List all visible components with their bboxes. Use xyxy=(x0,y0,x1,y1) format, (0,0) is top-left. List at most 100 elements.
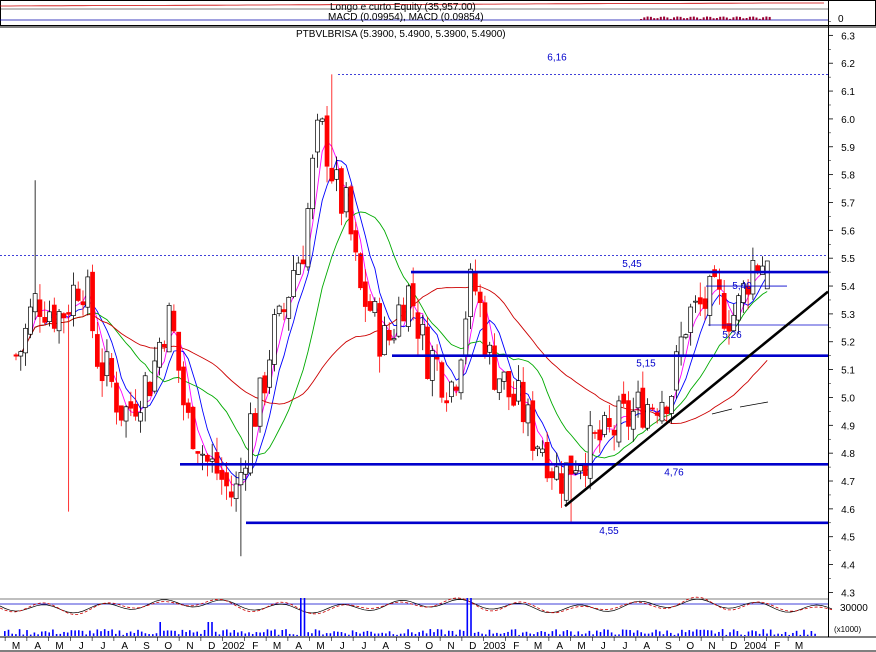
candle-body xyxy=(492,345,497,390)
candle-body xyxy=(429,350,435,381)
candle xyxy=(276,304,282,317)
volume-bar xyxy=(33,632,36,636)
candle xyxy=(506,371,512,411)
volume-bar xyxy=(133,632,136,636)
candle xyxy=(104,339,110,387)
candle xyxy=(702,286,708,321)
level-label: 5,45 xyxy=(622,259,642,270)
volume-bar xyxy=(525,631,528,636)
candle-body xyxy=(32,293,38,313)
candle-body xyxy=(185,402,191,413)
candle-body xyxy=(286,296,292,319)
candle xyxy=(697,282,703,317)
indicator-title: Longo e curto Equity (35,957.00) xyxy=(330,2,476,13)
candle-body xyxy=(94,334,100,367)
candle-body xyxy=(37,299,43,317)
candle-body xyxy=(396,304,402,337)
candle-body xyxy=(219,470,225,480)
volume-bar xyxy=(507,631,509,636)
candle-body xyxy=(669,396,674,414)
candle-body xyxy=(473,272,478,292)
volume-bar xyxy=(85,634,87,636)
candle-body xyxy=(640,387,646,428)
volume-bar xyxy=(806,634,809,636)
candle-body xyxy=(147,381,153,397)
candle xyxy=(563,462,569,504)
candle-body xyxy=(205,454,210,462)
candle-body xyxy=(587,425,593,479)
candle-body xyxy=(736,295,741,321)
x-tick-label: J xyxy=(362,641,367,652)
candle-body xyxy=(248,413,253,474)
volume-bar xyxy=(237,632,239,636)
candle-body xyxy=(190,406,196,450)
candle xyxy=(47,300,52,327)
macd-histogram-bar xyxy=(692,16,695,20)
candle-body xyxy=(717,279,722,290)
candle-body xyxy=(272,314,277,365)
candle xyxy=(439,360,445,403)
candle xyxy=(549,467,555,490)
candle-body xyxy=(353,230,359,253)
candle-body xyxy=(611,429,617,436)
candle-body xyxy=(362,281,368,307)
macd-histogram-bar xyxy=(696,17,699,20)
volume-bar xyxy=(48,632,50,636)
volume-bar xyxy=(792,632,794,636)
volume-bar xyxy=(570,631,572,636)
candle xyxy=(94,322,100,369)
candle xyxy=(396,296,402,338)
volume-bar xyxy=(140,631,143,636)
candle-body xyxy=(157,341,162,368)
volume-bar xyxy=(255,632,258,636)
volume-bar xyxy=(573,634,576,636)
volume-bar xyxy=(259,632,261,636)
x-tick-label: J xyxy=(623,641,628,652)
volume-bar xyxy=(407,629,409,636)
x-tick-label: M xyxy=(273,641,281,652)
candle xyxy=(611,425,617,451)
candle-body xyxy=(348,186,354,235)
volume-multiplier-label: (x1000) xyxy=(834,625,862,634)
candle-body xyxy=(563,462,569,501)
candle-body xyxy=(128,401,134,409)
x-tick-label: M xyxy=(316,641,324,652)
candle xyxy=(650,403,655,411)
macd-histogram-bar xyxy=(699,18,702,20)
candle xyxy=(645,398,650,431)
volume-bar xyxy=(329,633,332,636)
candle-body xyxy=(114,382,119,413)
candle xyxy=(128,391,134,417)
volume-bar xyxy=(496,632,498,636)
macd-histogram-bar xyxy=(742,18,745,20)
volume-bar xyxy=(55,633,58,636)
candle xyxy=(372,297,378,317)
volume-bar xyxy=(510,629,513,636)
candle xyxy=(578,464,583,480)
volume-bar xyxy=(152,634,154,636)
volume-bar xyxy=(399,633,402,636)
volume-bar xyxy=(647,633,650,636)
volume-bar xyxy=(607,629,609,636)
volume-bar xyxy=(137,629,139,636)
volume-bar xyxy=(11,633,13,636)
volume-bar xyxy=(810,630,813,636)
volume-bar xyxy=(485,634,487,636)
candle xyxy=(190,405,196,450)
candle-body xyxy=(28,306,33,335)
candle xyxy=(362,269,368,322)
candle-body xyxy=(664,406,670,414)
volume-bar xyxy=(78,630,80,636)
candle-body xyxy=(161,343,167,348)
volume-bar xyxy=(177,634,180,636)
candle xyxy=(592,430,598,439)
volume-bar xyxy=(599,632,602,636)
candle-body xyxy=(650,407,655,410)
candle-body xyxy=(525,404,531,424)
candle-body xyxy=(42,317,48,323)
candle xyxy=(511,381,516,407)
candle-body xyxy=(47,311,52,322)
candle-body xyxy=(276,305,282,314)
volume-bar xyxy=(370,631,372,636)
x-tick-label: N xyxy=(708,641,715,652)
